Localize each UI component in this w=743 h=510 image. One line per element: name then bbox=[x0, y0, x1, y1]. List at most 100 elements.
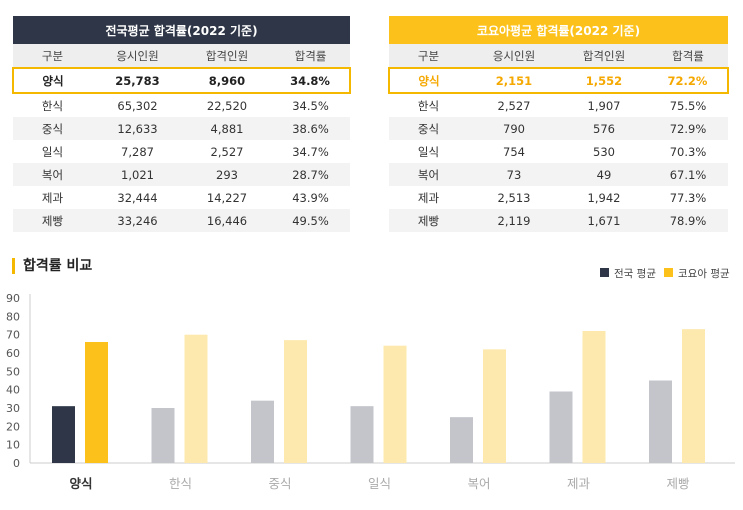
row-passed: 16,446 bbox=[183, 209, 271, 232]
row-category: 제빵 bbox=[389, 209, 468, 232]
row-applicants: 73 bbox=[468, 163, 560, 186]
table-row: 중식 12,633 4,881 38.6% bbox=[13, 117, 351, 140]
row-passed: 22,520 bbox=[183, 93, 271, 117]
header-applicants: 응시인원 bbox=[468, 44, 560, 68]
bar-korea-3 bbox=[383, 345, 407, 463]
row-pass-rate: 77.3% bbox=[648, 186, 728, 209]
bar-national-4 bbox=[450, 417, 473, 463]
x-tick-label: 제빵 bbox=[666, 476, 690, 491]
row-passed: 4,881 bbox=[183, 117, 271, 140]
row-category: 제과 bbox=[389, 186, 468, 209]
table-row: 일식 7,287 2,527 34.7% bbox=[13, 140, 351, 163]
row-pass-rate: 78.9% bbox=[648, 209, 728, 232]
row-applicants: 33,246 bbox=[92, 209, 183, 232]
row-applicants: 2,513 bbox=[468, 186, 560, 209]
x-tick-label: 제과 bbox=[567, 476, 591, 491]
national-table-title: 전국평균 합격률(2022 기준) bbox=[13, 16, 351, 44]
row-category: 일식 bbox=[389, 140, 468, 163]
national-table-header: 구분 응시인원 합격인원 합격률 bbox=[13, 44, 351, 68]
table-row: 제빵 2,119 1,671 78.9% bbox=[389, 209, 728, 232]
header-passed: 합격인원 bbox=[560, 44, 648, 68]
row-category: 양식 bbox=[12, 67, 92, 94]
y-tick-label: 90 bbox=[6, 292, 20, 305]
table-row: 일식 754 530 70.3% bbox=[389, 140, 728, 163]
row-applicants: 2,527 bbox=[468, 93, 560, 117]
national-pass-rate-table: 전국평균 합격률(2022 기준) 구분 응시인원 합격인원 합격률 양식 25,… bbox=[12, 16, 352, 232]
row-pass-rate: 70.3% bbox=[648, 140, 728, 163]
row-pass-rate: 38.6% bbox=[271, 117, 351, 140]
x-tick-label: 한식 bbox=[169, 476, 192, 491]
row-applicants: 2,151 bbox=[468, 67, 560, 94]
row-pass-rate: 34.7% bbox=[271, 140, 351, 163]
legend-label-1: 코요아 평균 bbox=[678, 268, 730, 280]
row-applicants: 2,119 bbox=[468, 209, 560, 232]
row-category: 제과 bbox=[13, 186, 92, 209]
table-row: 한식 2,527 1,907 75.5% bbox=[389, 93, 728, 117]
header-applicants: 응시인원 bbox=[92, 44, 183, 68]
bar-national-5 bbox=[549, 391, 573, 463]
row-category: 제빵 bbox=[13, 209, 92, 232]
bar-national-3 bbox=[350, 406, 374, 463]
legend-label-0: 전국 평균 bbox=[614, 268, 656, 280]
bar-national-2 bbox=[251, 400, 274, 463]
y-tick-label: 10 bbox=[6, 439, 20, 452]
bar-korea-4 bbox=[483, 349, 506, 463]
y-tick-label: 30 bbox=[6, 402, 20, 415]
row-pass-rate: 34.5% bbox=[271, 93, 351, 117]
x-tick-label: 양식 bbox=[69, 476, 92, 491]
legend-swatch-1 bbox=[664, 268, 673, 277]
row-category: 복어 bbox=[13, 163, 92, 186]
y-tick-label: 60 bbox=[6, 347, 20, 360]
header-pass-rate: 합격률 bbox=[648, 44, 728, 68]
x-tick-label: 일식 bbox=[368, 476, 391, 491]
bar-korea-0 bbox=[85, 342, 108, 463]
korea-table-title: 코요아평균 합격률(2022 기준) bbox=[389, 16, 728, 44]
row-pass-rate: 28.7% bbox=[271, 163, 351, 186]
chart-section-title: 합격률 비교 bbox=[12, 258, 92, 274]
row-pass-rate: 34.8% bbox=[271, 67, 352, 94]
row-applicants: 790 bbox=[468, 117, 560, 140]
bar-national-6 bbox=[649, 380, 672, 463]
row-applicants: 25,783 bbox=[92, 67, 183, 94]
table-row: 복어 1,021 293 28.7% bbox=[13, 163, 351, 186]
row-passed: 1,671 bbox=[560, 209, 648, 232]
row-category: 중식 bbox=[389, 117, 468, 140]
row-passed: 2,527 bbox=[183, 140, 271, 163]
row-category: 한식 bbox=[13, 93, 92, 117]
bar-national-1 bbox=[151, 408, 175, 463]
y-tick-label: 70 bbox=[6, 329, 20, 342]
korea-pass-rate-table: 코요아평균 합격률(2022 기준) 구분 응시인원 합격인원 합격률 양식 2,… bbox=[388, 16, 729, 232]
row-applicants: 754 bbox=[468, 140, 560, 163]
header-passed: 합격인원 bbox=[183, 44, 271, 68]
national-table-body: 양식 25,783 8,960 34.8% 한식 65,302 22,520 34.5% 중식 1… bbox=[12, 67, 352, 232]
table-row: 한식 65,302 22,520 34.5% bbox=[13, 93, 351, 117]
y-tick-label: 0 bbox=[13, 457, 20, 470]
row-passed: 1,942 bbox=[560, 186, 648, 209]
korea-table-header: 구분 응시인원 합격인원 합격률 bbox=[389, 44, 728, 68]
row-applicants: 7,287 bbox=[92, 140, 183, 163]
row-passed: 293 bbox=[183, 163, 271, 186]
y-tick-label: 50 bbox=[6, 365, 20, 378]
korea-table-body: 양식 2,151 1,552 72.2% 한식 2,527 1,907 75.5% 중식 790 5… bbox=[388, 67, 729, 232]
row-applicants: 65,302 bbox=[92, 93, 183, 117]
row-category: 일식 bbox=[13, 140, 92, 163]
row-pass-rate: 72.2% bbox=[648, 67, 729, 94]
row-pass-rate: 43.9% bbox=[271, 186, 351, 209]
y-tick-label: 80 bbox=[6, 310, 20, 323]
row-applicants: 12,633 bbox=[92, 117, 183, 140]
row-applicants: 32,444 bbox=[92, 186, 183, 209]
table-row: 제빵 33,246 16,446 49.5% bbox=[13, 209, 351, 232]
row-category: 한식 bbox=[389, 93, 468, 117]
table-row-highlighted: 양식 2,151 1,552 72.2% bbox=[388, 67, 729, 94]
table-row: 복어 73 49 67.1% bbox=[389, 163, 728, 186]
header-pass-rate: 합격률 bbox=[271, 44, 351, 68]
row-category: 양식 bbox=[388, 67, 468, 94]
row-category: 중식 bbox=[13, 117, 92, 140]
table-row: 제과 2,513 1,942 77.3% bbox=[389, 186, 728, 209]
table-row-highlighted: 양식 25,783 8,960 34.8% bbox=[12, 67, 352, 94]
row-passed: 49 bbox=[560, 163, 648, 186]
row-passed: 576 bbox=[560, 117, 648, 140]
row-passed: 14,227 bbox=[183, 186, 271, 209]
table-row: 중식 790 576 72.9% bbox=[389, 117, 728, 140]
